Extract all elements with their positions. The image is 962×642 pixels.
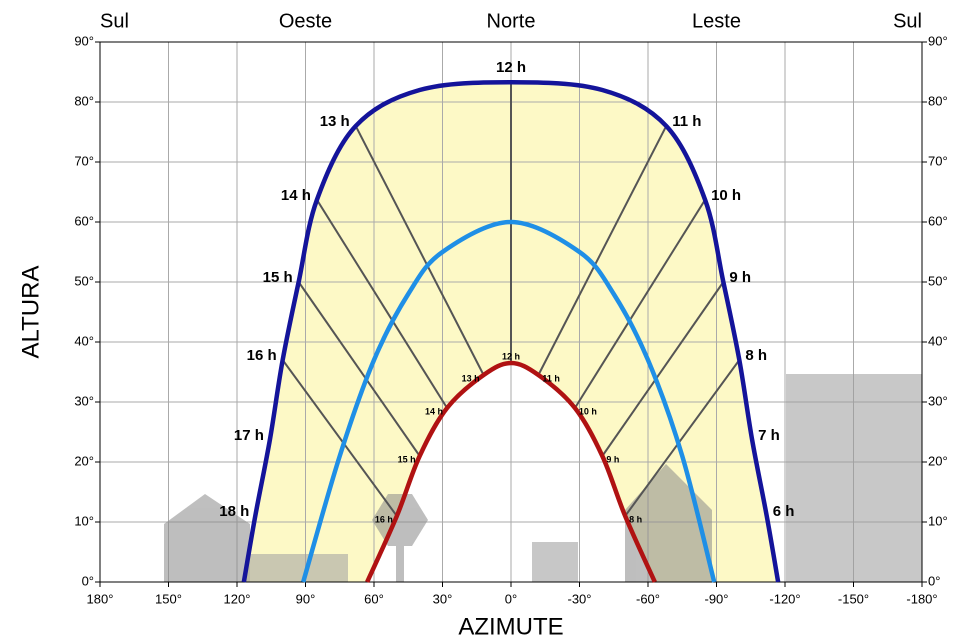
sun-path [301, 219, 717, 583]
obstacle [786, 374, 922, 582]
x-tick-label: 60° [364, 591, 384, 606]
x-tick-label: 180° [87, 591, 114, 606]
hour-label: 14 h [425, 406, 443, 416]
hour-line [574, 199, 706, 409]
y-tick-label: 10° [74, 513, 94, 528]
y-tick-label: 50° [74, 273, 94, 288]
y-tick-label: 30° [928, 393, 948, 408]
hour-label: 10 h [579, 406, 597, 416]
hour-label: 8 h [629, 514, 642, 524]
direction-label: Sul [100, 10, 129, 32]
hour-line [297, 281, 421, 457]
y-tick-label: 0° [928, 573, 940, 588]
y-tick-label: 30° [74, 393, 94, 408]
direction-label: Sul [893, 10, 922, 32]
sun-path [365, 360, 657, 583]
direction-label: Norte [487, 10, 536, 32]
hour-label: 6 h [773, 503, 795, 520]
hour-line [281, 359, 398, 517]
y-tick-label: 10° [928, 513, 948, 528]
y-tick-label: 80° [928, 93, 948, 108]
x-tick-label: 0° [505, 591, 517, 606]
hour-label: 9 h [606, 454, 619, 464]
hour-label: 11 h [672, 113, 701, 130]
hour-label: 8 h [745, 347, 767, 364]
x-tick-label: 90° [296, 591, 316, 606]
obstacle [396, 546, 404, 582]
y-tick-label: 0° [82, 573, 94, 588]
y-tick-label: 50° [928, 273, 948, 288]
hour-line [601, 281, 725, 457]
y-tick-label: 60° [74, 213, 94, 228]
obstacle [250, 554, 348, 582]
direction-label: Leste [692, 10, 741, 32]
hour-line [537, 125, 668, 376]
direction-label: Oeste [279, 10, 332, 32]
hour-label: 13 h [320, 113, 350, 130]
hour-line [624, 359, 741, 517]
x-tick-label: 30° [433, 591, 453, 606]
y-axis-label: ALTURA [17, 266, 44, 359]
x-tick-label: 150° [155, 591, 182, 606]
obstacle [164, 494, 250, 582]
y-tick-label: 90° [74, 33, 94, 48]
y-tick-label: 20° [74, 453, 94, 468]
hour-label: 13 h [462, 373, 480, 383]
x-tick-label: -120° [769, 591, 800, 606]
x-tick-label: -30° [568, 591, 592, 606]
hour-label: 15 h [263, 269, 293, 286]
x-tick-label: -90° [705, 591, 729, 606]
hour-label: 14 h [281, 187, 311, 204]
y-tick-label: 20° [928, 453, 948, 468]
hour-label: 15 h [398, 454, 416, 464]
hour-label: 18 h [219, 503, 249, 520]
y-tick-label: 40° [928, 333, 948, 348]
y-tick-label: 80° [74, 93, 94, 108]
hour-label: 11 h [542, 373, 560, 383]
x-tick-label: -150° [838, 591, 869, 606]
obstacle [372, 494, 428, 546]
y-tick-label: 60° [928, 213, 948, 228]
hour-label: 17 h [234, 427, 264, 444]
plot-frame [99, 41, 923, 583]
obstacle [532, 542, 578, 582]
y-tick-label: 40° [74, 333, 94, 348]
x-axis-label: AZIMUTE [458, 613, 563, 640]
hour-line [316, 199, 448, 409]
y-tick-label: 70° [74, 153, 94, 168]
hour-label: 16 h [247, 347, 277, 364]
hour-label: 12 h [502, 351, 520, 361]
hour-label: 7 h [758, 427, 780, 444]
hour-label: 16 h [375, 514, 393, 524]
x-tick-label: 120° [224, 591, 251, 606]
hour-label: 9 h [729, 269, 751, 286]
hour-label: 10 h [711, 187, 741, 204]
y-tick-label: 90° [928, 33, 948, 48]
hour-label: 12 h [496, 59, 526, 76]
sun-path [241, 79, 781, 583]
y-tick-label: 70° [928, 153, 948, 168]
x-tick-label: -60° [636, 591, 660, 606]
hour-line [354, 125, 485, 376]
x-tick-label: -180° [906, 591, 937, 606]
